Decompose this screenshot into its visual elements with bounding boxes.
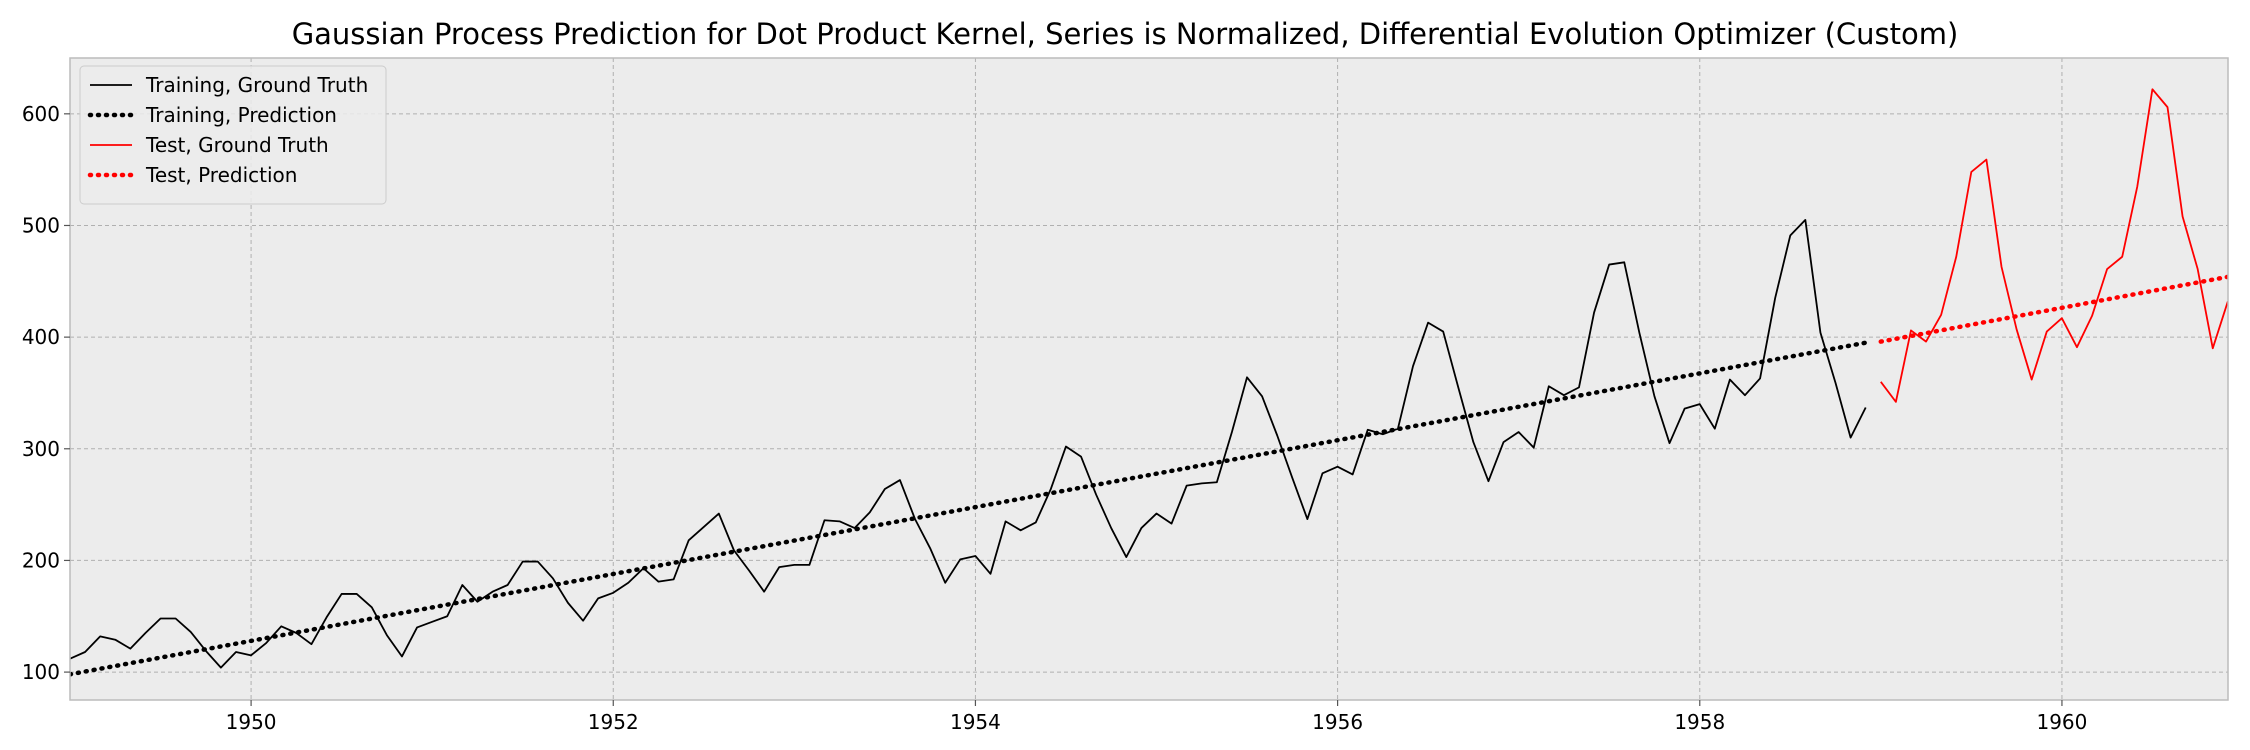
x-tick-label: 1960 [2036,710,2087,734]
y-tick-label: 100 [22,660,60,684]
y-tick-label: 600 [22,102,60,126]
y-tick-label: 400 [22,325,60,349]
legend-label: Training, Ground Truth [145,73,368,97]
plot-background [70,58,2228,700]
x-tick-label: 1954 [950,710,1001,734]
x-tick-label: 1958 [1674,710,1725,734]
series-line-training-prediction [70,340,1868,677]
chart-title: Gaussian Process Prediction for Dot Prod… [292,17,1959,51]
series-line-test-prediction [1878,274,2228,344]
y-tick-label: 200 [22,548,60,572]
series-line-test-ground-truth [1880,88,2228,403]
x-tick-label: 1956 [1312,710,1363,734]
x-tick-label: 1952 [588,710,639,734]
y-tick-label: 500 [22,213,60,237]
y-tick-label: 300 [22,437,60,461]
series-group [70,88,2228,677]
plot-area: 1950 1952 1954 1956 1958 1960 100 200 300 400 500 6… [22,57,2229,734]
plot-frame [69,57,2229,701]
legend-label: Test, Prediction [145,163,297,187]
legend-label: Test, Ground Truth [145,133,329,157]
legend-label: Training, Prediction [145,103,337,127]
series-line-training-ground-truth [70,219,1867,669]
legend: Training, Ground Truth Training, Predicti… [79,65,387,205]
x-tick-label: 1950 [226,710,277,734]
legend-box [79,65,387,205]
